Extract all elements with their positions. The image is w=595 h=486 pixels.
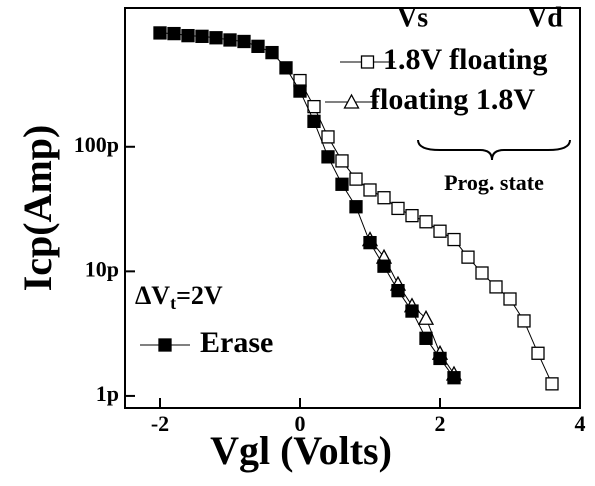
marker — [195, 29, 209, 43]
marker — [321, 150, 335, 164]
x-tick-label: 0 — [295, 411, 306, 436]
marker — [447, 371, 461, 385]
marker — [293, 84, 307, 98]
y-axis-label: Icp(Amp) — [15, 125, 60, 292]
x-tick-label: 4 — [575, 411, 586, 436]
x-tick-label: 2 — [435, 411, 446, 436]
marker — [237, 34, 251, 49]
marker — [307, 114, 321, 128]
x-axis-label: Vgl (Volts) — [210, 428, 392, 473]
marker — [503, 292, 517, 306]
marker — [377, 259, 391, 273]
delta-label: ΔVt=2V — [135, 281, 223, 313]
brace-label: Prog. state — [444, 170, 544, 195]
legend-marker — [360, 55, 375, 69]
marker — [433, 224, 447, 238]
legend-label: 1.8V floating — [383, 43, 547, 76]
marker — [349, 172, 363, 186]
marker — [461, 250, 475, 264]
marker — [349, 200, 363, 214]
marker — [517, 314, 531, 328]
marker — [363, 183, 377, 197]
marker — [209, 31, 223, 45]
marker — [265, 45, 279, 60]
marker — [419, 331, 433, 345]
delta-label-part: =2V — [176, 281, 223, 310]
marker — [251, 39, 265, 53]
marker — [433, 351, 447, 366]
marker — [167, 26, 181, 41]
marker — [419, 215, 433, 229]
legend-marker — [343, 93, 360, 109]
marker — [391, 201, 405, 216]
y-tick-label: 10p — [85, 256, 119, 281]
marker — [405, 208, 419, 223]
legend-label: Erase — [200, 326, 273, 359]
legend-header: Vd — [527, 2, 563, 33]
marker — [363, 235, 377, 250]
legend-label: floating 1.8V — [370, 83, 535, 116]
marker — [181, 28, 195, 43]
x-tick-label: -2 — [151, 411, 169, 436]
marker — [307, 99, 321, 114]
delta-label-part: ΔV — [135, 281, 170, 310]
marker — [489, 280, 503, 294]
legend-header: Vs — [397, 2, 428, 33]
marker — [391, 283, 405, 298]
marker — [377, 191, 391, 205]
marker — [545, 377, 559, 391]
plot-frame — [124, 7, 581, 409]
marker — [405, 304, 419, 318]
marker — [531, 346, 545, 360]
marker — [335, 177, 349, 191]
legend-marker — [158, 338, 172, 352]
y-tick-label: 1p — [96, 381, 119, 406]
delta-label-part: t — [170, 293, 176, 313]
series-line — [159, 32, 455, 379]
marker — [335, 154, 349, 168]
marker — [417, 309, 435, 325]
brace — [417, 139, 571, 161]
marker — [321, 130, 335, 144]
marker — [279, 61, 293, 75]
marker — [223, 33, 237, 47]
marker — [153, 26, 167, 40]
y-tick-label: 100p — [74, 132, 119, 157]
marker — [475, 266, 489, 280]
marker — [447, 232, 461, 247]
